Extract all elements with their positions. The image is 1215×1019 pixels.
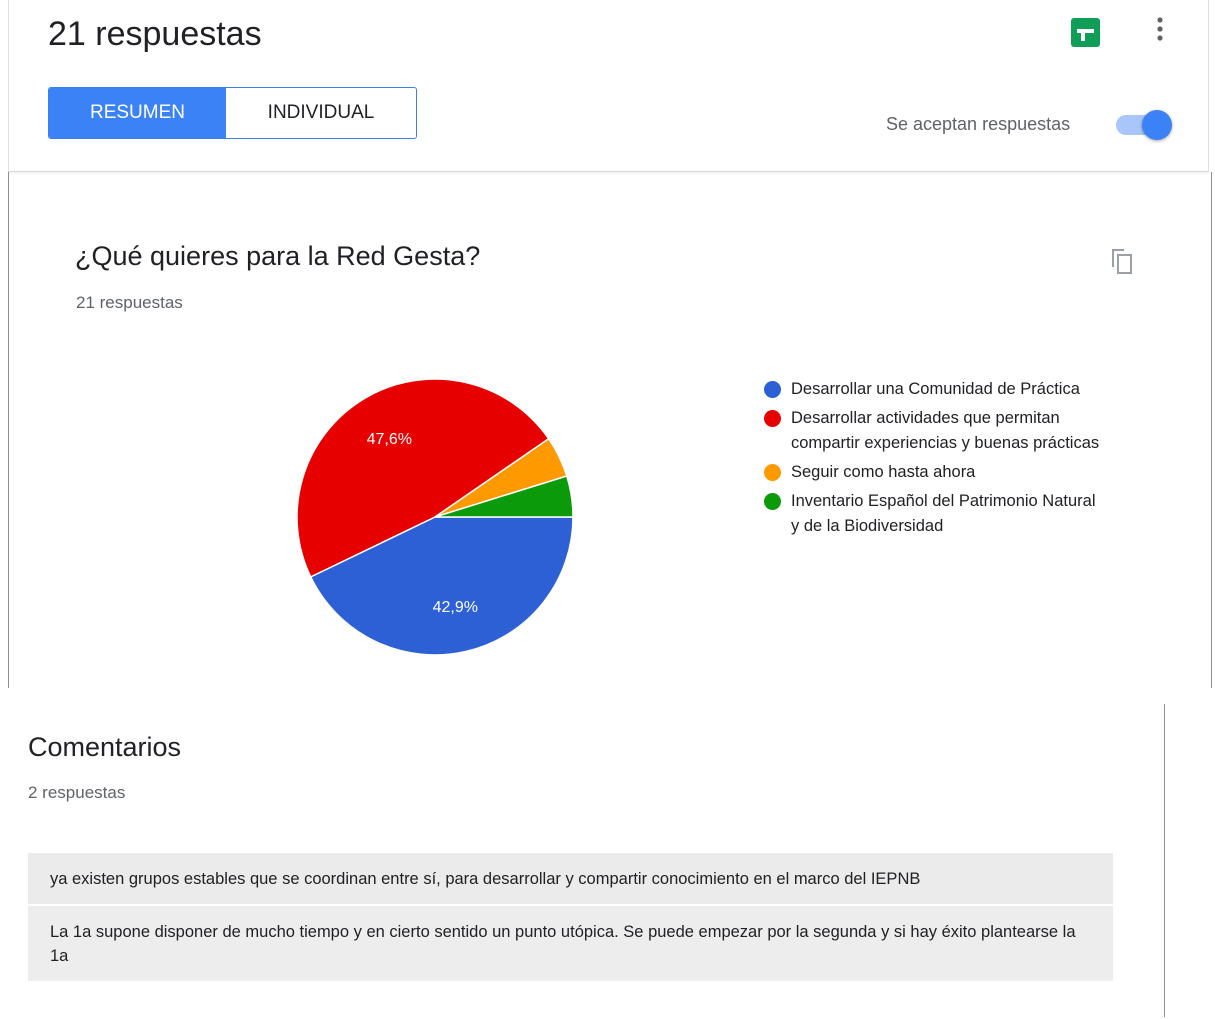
legend-label: Seguir como hasta ahora: [791, 463, 976, 481]
view-tabs: RESUMEN INDIVIDUAL: [48, 87, 417, 139]
accepting-responses-toggle[interactable]: [1114, 108, 1176, 142]
more-vert-icon[interactable]: [1148, 14, 1172, 46]
pie-slice[interactable]: [309, 516, 574, 656]
pie-percent-label: 42,9%: [433, 599, 478, 616]
header-border-left: [8, 0, 9, 172]
pie-slice[interactable]: [296, 378, 550, 578]
answer-list: ya existen grupos estables que se coordi…: [28, 853, 1113, 981]
toggle-thumb: [1142, 110, 1172, 140]
question-title: ¿Qué quieres para la Red Gesta?: [75, 241, 481, 271]
google-sheets-icon[interactable]: [1071, 18, 1100, 47]
comments-response-count: 2 respuestas: [28, 783, 126, 802]
legend-swatch: [764, 493, 781, 510]
header-divider: [8, 171, 1209, 172]
card-border-right: [1211, 172, 1212, 688]
legend-item: Seguir como hasta ahora: [764, 460, 1104, 485]
comments-border-right: [1164, 704, 1165, 1017]
legend-item: Inventario Español del Patrimonio Natura…: [764, 489, 1104, 539]
question-response-count: 21 respuestas: [76, 293, 183, 312]
legend-label: Inventario Español del Patrimonio Natura…: [791, 492, 1096, 535]
pie-slice[interactable]: [434, 475, 574, 518]
responses-header: 21 respuestas RESUMEN INDIVIDUAL Se acep…: [0, 0, 1215, 172]
tab-individual[interactable]: INDIVIDUAL: [226, 88, 416, 138]
legend-swatch: [764, 410, 781, 427]
legend-swatch: [764, 381, 781, 398]
legend-item: Desarrollar actividades que permitan com…: [764, 406, 1104, 456]
chart-legend: Desarrollar una Comunidad de Práctica Des…: [764, 377, 1104, 543]
comments-title: Comentarios: [28, 732, 182, 762]
accepting-responses-label: Se aceptan respuestas: [886, 114, 1071, 134]
question-summary-card: ¿Qué quieres para la Red Gesta? 21 respu…: [0, 172, 1215, 688]
copy-icon[interactable]: [1108, 245, 1138, 277]
pie-percent-label: 47,6%: [367, 431, 412, 448]
tab-summary[interactable]: RESUMEN: [49, 88, 226, 138]
header-border-right: [1208, 0, 1209, 172]
legend-item: Desarrollar una Comunidad de Práctica: [764, 377, 1104, 402]
pie-chart: 42,9% 47,6%: [296, 378, 574, 656]
card-border-left: [8, 172, 9, 688]
comments-section: Comentarios 2 respuestas ya existen grup…: [0, 704, 1215, 1019]
answer-item: ya existen grupos estables que se coordi…: [28, 853, 1113, 904]
legend-label: Desarrollar actividades que permitan com…: [791, 409, 1100, 452]
response-count-title: 21 respuestas: [48, 15, 262, 53]
answer-item: La 1a supone disponer de mucho tiempo y …: [28, 906, 1113, 981]
legend-label: Desarrollar una Comunidad de Práctica: [791, 380, 1080, 398]
legend-swatch: [764, 464, 781, 481]
